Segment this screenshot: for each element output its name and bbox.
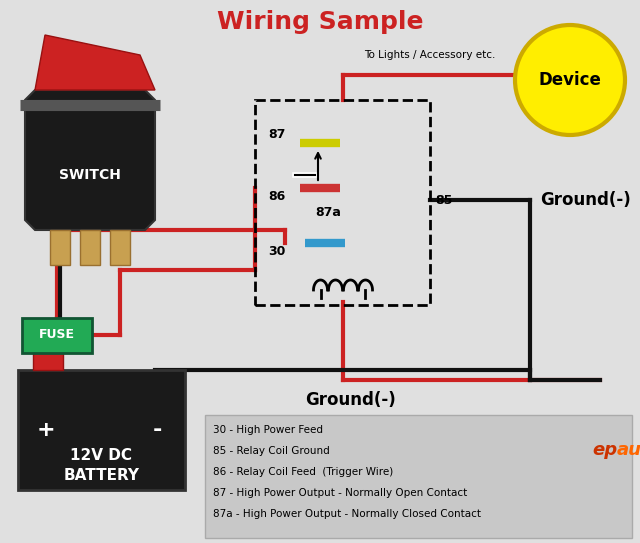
Text: To Lights / Accessory etc.: To Lights / Accessory etc. bbox=[364, 50, 496, 60]
Text: 30 - High Power Feed: 30 - High Power Feed bbox=[213, 425, 323, 435]
Text: auto: auto bbox=[617, 441, 640, 459]
Text: ep: ep bbox=[592, 441, 617, 459]
Text: Device: Device bbox=[539, 71, 602, 89]
Text: SWITCH: SWITCH bbox=[59, 168, 121, 182]
Text: 85: 85 bbox=[435, 193, 452, 206]
Text: 87 - High Power Output - Normally Open Contact: 87 - High Power Output - Normally Open C… bbox=[213, 488, 467, 498]
Bar bbox=[80, 230, 100, 265]
Text: 85 - Relay Coil Ground: 85 - Relay Coil Ground bbox=[213, 446, 330, 456]
Text: FUSE: FUSE bbox=[39, 329, 75, 342]
Text: +: + bbox=[36, 420, 55, 440]
Text: 12V DC: 12V DC bbox=[70, 447, 132, 463]
Circle shape bbox=[515, 25, 625, 135]
Text: Ground(-): Ground(-) bbox=[305, 391, 396, 409]
Bar bbox=[18, 370, 185, 490]
Text: BATTERY: BATTERY bbox=[63, 468, 140, 483]
Bar bbox=[110, 230, 130, 265]
Bar bbox=[22, 318, 92, 353]
Bar bbox=[33, 350, 63, 370]
Text: 87: 87 bbox=[268, 128, 285, 141]
Text: -: - bbox=[152, 420, 162, 440]
Polygon shape bbox=[35, 35, 155, 90]
Bar bbox=[255, 100, 430, 305]
Polygon shape bbox=[25, 90, 155, 230]
Text: Ground(-): Ground(-) bbox=[540, 191, 631, 209]
Bar bbox=[50, 230, 70, 265]
Text: 86: 86 bbox=[268, 190, 285, 203]
Text: 86 - Relay Coil Feed  (Trigger Wire): 86 - Relay Coil Feed (Trigger Wire) bbox=[213, 467, 393, 477]
Text: 30: 30 bbox=[268, 245, 285, 258]
Bar bbox=[205, 415, 632, 538]
Text: Wiring Sample: Wiring Sample bbox=[217, 10, 423, 34]
Text: 87a - High Power Output - Normally Closed Contact: 87a - High Power Output - Normally Close… bbox=[213, 509, 481, 519]
Text: 87a: 87a bbox=[315, 206, 341, 219]
